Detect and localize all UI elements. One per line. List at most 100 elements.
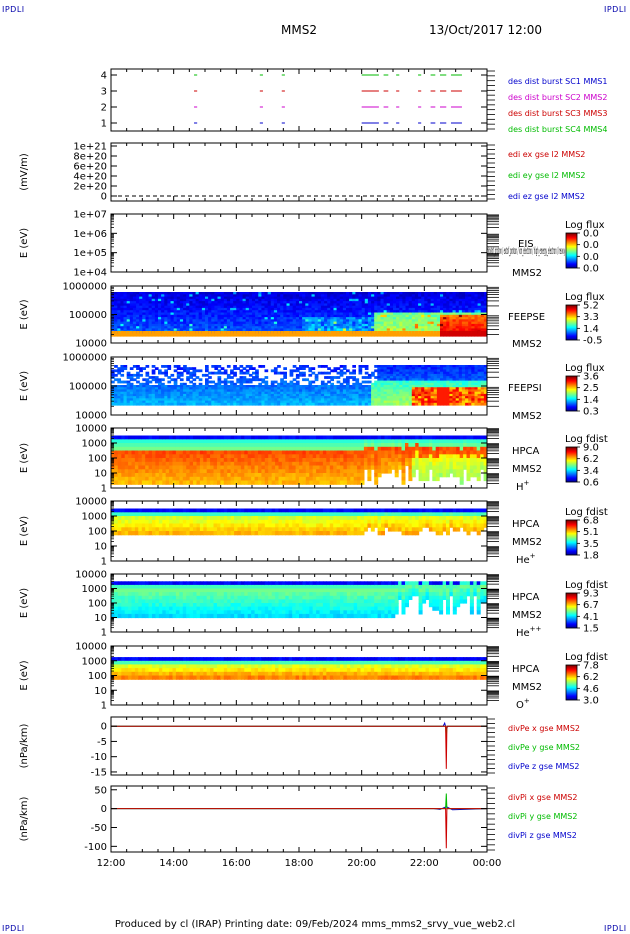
- spectrogram-cell: [295, 400, 300, 404]
- spectrogram-cell: [248, 323, 253, 327]
- spectrogram-cell: [165, 461, 170, 467]
- spectrogram-cell: [455, 385, 460, 388]
- spectrogram-cell: [205, 402, 209, 406]
- spectrogram-cell: [471, 365, 475, 368]
- spectrogram-cell: [267, 402, 272, 406]
- spectrogram-cell: [129, 312, 134, 316]
- spectrogram-cell: [471, 378, 475, 382]
- spectrogram-cell: [477, 385, 482, 388]
- spectrogram-cell: [175, 480, 180, 485]
- spectrogram-cell: [352, 317, 356, 320]
- spectrogram-cell: [389, 378, 394, 382]
- spectrogram-cell: [480, 305, 485, 309]
- spectrogram-cell: [414, 319, 419, 323]
- spectrogram-cell: [314, 387, 319, 390]
- spectrogram-cell: [220, 389, 225, 393]
- spectrogram-cell: [236, 307, 240, 311]
- spectrogram-cell: [248, 328, 253, 332]
- spectrogram-cell: [346, 298, 350, 302]
- spectrogram-cell: [411, 371, 416, 375]
- spectrogram-cell: [255, 301, 259, 304]
- spectrogram-cell: [114, 307, 118, 311]
- spectrogram-cell: [465, 402, 469, 406]
- spectrogram-cell: [145, 473, 150, 478]
- spectrogram-cell: [308, 312, 313, 316]
- spectrogram-cell: [389, 310, 394, 314]
- spectrogram-cell: [471, 301, 475, 304]
- spectrogram-cell: [418, 393, 422, 397]
- spectrogram-cell: [258, 387, 262, 390]
- spectrogram-cell: [418, 382, 422, 386]
- spectrogram-cell: [151, 292, 156, 295]
- spectrogram-cell: [286, 319, 291, 323]
- spectrogram-cell: [277, 317, 281, 320]
- spectrogram-cell: [126, 317, 131, 320]
- spectrogram-cell: [205, 301, 209, 304]
- spectrogram-cell: [123, 310, 128, 314]
- spectrogram-cell: [408, 387, 413, 390]
- spectrogram-cell: [461, 376, 466, 379]
- spectrogram-cell: [230, 380, 234, 384]
- spectrogram-cell: [120, 389, 125, 393]
- spectrogram-cell: [189, 387, 193, 390]
- spectrogram-cell: [158, 328, 162, 332]
- spectrogram-cell: [336, 314, 341, 318]
- spectrogram-cell: [220, 301, 225, 304]
- spectrogram-cell: [292, 296, 297, 300]
- spectrogram-cell: [230, 396, 234, 399]
- spectrogram-cell: [245, 385, 250, 388]
- spectrogram-cell: [233, 303, 237, 307]
- spectrogram-cell: [436, 365, 441, 368]
- spectrogram-cell: [396, 301, 400, 304]
- spectrogram-cell: [364, 380, 369, 384]
- spectrogram-cell: [124, 473, 129, 478]
- spectrogram-cell: [121, 439, 126, 444]
- spectrogram-cell: [380, 382, 385, 386]
- spectrogram-cell: [264, 321, 269, 325]
- spectrogram-cell: [346, 328, 350, 332]
- spectrogram-cell: [308, 310, 313, 314]
- spectrogram-cell: [455, 387, 460, 390]
- spectrogram-cell: [405, 331, 410, 337]
- spectrogram-cell: [273, 387, 278, 390]
- spectrogram-cell: [393, 402, 397, 406]
- spectrogram-cell: [364, 303, 369, 307]
- spectrogram-cell: [175, 446, 180, 452]
- spectrogram-cell: [389, 369, 394, 373]
- spectrogram-cell: [393, 385, 397, 388]
- spectrogram-cell: [142, 310, 146, 314]
- spectrogram-cell: [393, 294, 397, 298]
- spectrogram-cell: [461, 314, 466, 318]
- spectrogram-cell: [399, 303, 403, 307]
- spectrogram-cell: [121, 473, 126, 478]
- spectrogram-cell: [305, 328, 309, 332]
- spectrogram-cell: [283, 301, 287, 304]
- spectrogram-cell: [129, 326, 134, 330]
- spectrogram-cell: [314, 292, 319, 295]
- spectrogram-cell: [380, 303, 385, 307]
- spectrogram-cell: [449, 331, 454, 337]
- spectrogram-cell: [126, 331, 131, 337]
- spectrogram-cell: [252, 307, 256, 311]
- spectrogram-cell: [289, 323, 294, 327]
- spectrogram-cell: [302, 365, 306, 368]
- spectrogram-cell: [139, 301, 143, 304]
- spectrogram-cell: [349, 389, 353, 393]
- spectrogram-cell: [273, 312, 278, 316]
- spectrogram-cell: [114, 454, 119, 459]
- spectrogram-cell: [286, 396, 291, 399]
- spectrogram-cell: [267, 331, 272, 337]
- spectrogram-cell: [414, 314, 419, 318]
- spectrogram-cell: [211, 317, 215, 320]
- spectrogram-cell: [164, 305, 168, 309]
- spectrogram-cell: [421, 310, 425, 314]
- spectrogram-cell: [427, 317, 432, 320]
- spectrogram-cell: [170, 319, 175, 323]
- spectrogram-cell: [292, 326, 297, 330]
- spectrogram-cell: [165, 446, 170, 452]
- corner-label-top-left: IPDLI: [2, 5, 25, 14]
- spectrogram-cell: [471, 319, 475, 323]
- spectrogram-cell: [383, 378, 388, 382]
- spectrogram-cell: [446, 393, 450, 397]
- spectrogram-cell: [117, 396, 121, 399]
